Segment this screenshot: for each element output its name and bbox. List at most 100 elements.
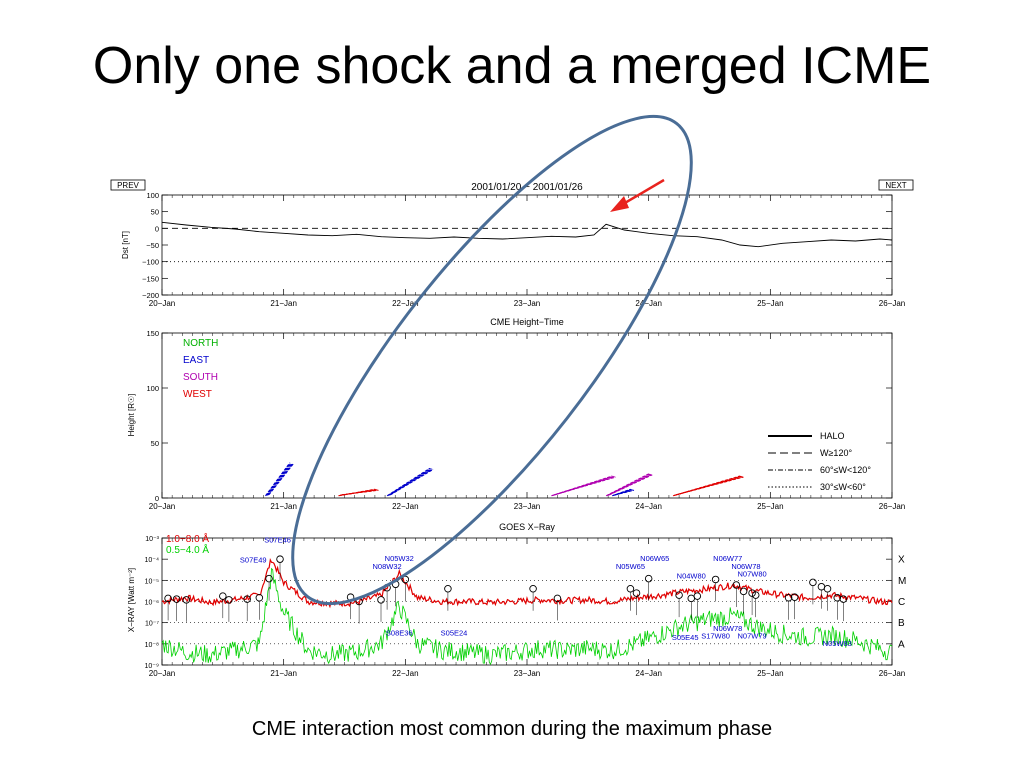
flare-peak-marker [644,574,653,583]
x-tick-label: 20−Jan [149,502,175,511]
x-tick-label: 26−Jan [879,299,905,308]
y-tick-label: 10⁻⁸ [145,642,159,649]
flare-peak-marker [693,592,702,600]
flare-location-label: N07W80 [737,570,766,579]
x-tick-label: 21−Jan [270,502,296,511]
x-tick-label: 25−Jan [757,502,783,511]
y-tick-label: 50 [151,439,159,448]
flare-location-label: N08W32 [372,562,401,571]
flare-peak-marker [255,594,264,602]
cme-track-line [390,468,434,496]
y-tick-label: 10⁻⁵ [145,578,159,585]
flare-peak-marker [265,574,273,583]
cme-track-line [609,474,653,496]
plot-frame [161,332,893,499]
cme-track-line [341,489,379,496]
flare-peak-marker [529,585,537,593]
flare-location-label: N05W65 [616,562,645,571]
legend-width-label: W≥120° [820,448,852,458]
flare-location-label: N07W79 [737,631,766,640]
cme-track-west [338,488,379,497]
legend-north: NORTH [183,338,218,349]
flare-peak-marker [809,578,817,587]
legend-width-label: 30°≤W<60° [820,482,866,492]
flare-location-label: S05E45 [672,633,699,642]
x-tick-label: 23−Jan [514,299,540,308]
x-tick-label: 24−Jan [635,502,661,511]
flare-class-b: B [898,618,905,629]
x-tick-label: 20−Jan [149,299,175,308]
cme-track-line [554,476,616,496]
flare-location-label: N06W65 [640,554,669,563]
xray-y-label: X−RAY [Watt m⁻²] [127,568,136,632]
y-tick-label: 0 [155,224,159,233]
x-tick-label: 21−Jan [270,299,296,308]
y-tick-label: 10⁻⁶ [145,600,159,607]
x-tick-label: 25−Jan [757,669,783,678]
cme-track-east [611,488,635,497]
y-tick-label: −50 [146,241,159,250]
cme-track-west [672,475,744,497]
highlight-arrow [610,178,665,212]
cme-track-east [265,462,294,497]
dst-chart-title: 2001/01/20 − 2001/01/26 [471,182,583,193]
xray-legend-long: 1.0−8.0 Å [166,532,209,545]
flare-peak-marker [711,575,720,584]
legend-south: SOUTH [183,372,218,383]
x-tick-label: 24−Jan [635,669,661,678]
legend-west: WEST [183,389,212,400]
x-tick-label: 22−Jan [392,502,418,511]
flare-location-label: S05E24 [441,628,468,637]
flare-location-label: N04W80 [677,572,706,581]
flare-peak-marker [687,594,696,603]
flare-peak-marker [444,585,452,593]
flare-class-x: X [898,555,905,566]
xray-series-short [161,567,893,665]
xray-series-long [161,557,893,609]
y-tick-label: 100 [146,384,159,393]
legend-width-label: 60°≤W<120° [820,465,871,475]
x-tick-label: 23−Jan [514,669,540,678]
y-tick-label: 10⁻⁷ [145,621,159,628]
flare-class-a: A [898,639,905,650]
next-button-label: NEXT [885,181,906,190]
flare-location-label: S07E46 [264,536,291,545]
legend-width-label: HALO [820,431,845,441]
flare-location-label: N06W77 [713,554,742,563]
y-tick-label: 150 [146,329,159,338]
next-button[interactable] [878,179,914,191]
flare-peak-marker [276,555,284,563]
y-tick-label: −150 [142,274,159,283]
highlight-ellipse [291,114,693,606]
flare-class-c: C [898,597,905,608]
flare-peak-marker [632,589,641,597]
cme-track-line [553,476,615,496]
x-tick-label: 24−Jan [635,299,661,308]
x-tick-label: 21−Jan [270,669,296,678]
flare-location-label: N06W78 [713,624,742,633]
slide-title: Only one shock and a merged ICME [92,37,932,95]
flare-location-label: N05W32 [385,554,414,563]
flare-location-label: N06W78 [731,562,760,571]
plot-frame [161,194,893,296]
x-tick-label: 20−Jan [149,669,175,678]
flare-peak-marker [219,592,227,600]
cme-chart-title: CME Height−Time [490,317,563,327]
flare-location-label: S08E36 [386,628,413,637]
xray-legend-short: 0.5−4.0 Å [166,543,209,556]
flare-peak-marker [626,585,635,593]
x-tick-label: 26−Jan [879,502,905,511]
x-tick-label: 22−Jan [392,669,418,678]
cme-y-label: Height [R☉] [127,394,136,437]
y-tick-label: 50 [151,208,159,217]
flare-class-m: M [898,576,906,587]
y-tick-label: −200 [142,291,159,300]
y-tick-label: 10⁻⁹ [145,663,159,670]
prev-button[interactable] [110,179,146,191]
y-tick-label: 10⁻⁴ [145,557,160,564]
legend-east: EAST [183,355,209,366]
x-tick-label: 25−Jan [757,299,783,308]
cme-track-line [676,476,744,496]
cme-track-line [268,463,294,496]
